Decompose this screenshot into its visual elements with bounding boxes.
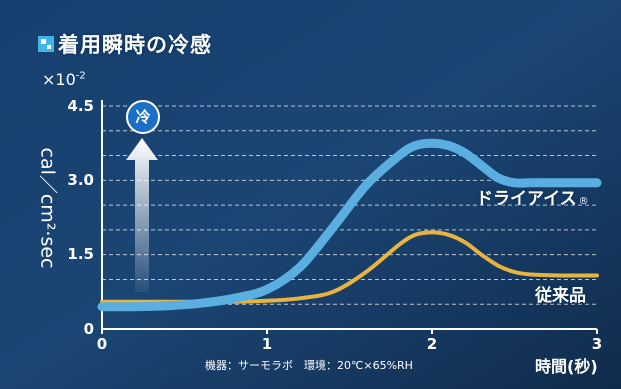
cooling-arrow-icon	[126, 138, 158, 292]
x-axis-label: 時間(秒)	[535, 357, 598, 376]
x-tick-label: 1	[261, 335, 273, 353]
y-tick-label: 3.0	[67, 171, 94, 189]
y-axis-label: cal／cm²·sec	[36, 147, 59, 269]
y-tick-label: 0	[83, 320, 94, 338]
series-name-dry-ice: ドライアイス	[476, 189, 577, 209]
y-multiplier: ×10-2	[42, 70, 86, 89]
legend-label-conventional: 従来品	[535, 286, 586, 306]
y-tick-label: 4.5	[67, 97, 94, 115]
measurement-footnote: 機器：サーモラボ 環境：20℃×65%RH	[205, 359, 413, 372]
series-line-dry-ice	[97, 138, 602, 312]
cold-badge: 冷	[126, 100, 160, 134]
square-mosaic-icon	[38, 36, 54, 52]
chart-title-text: 着用瞬時の冷感	[58, 33, 212, 57]
x-tick-label: 3	[591, 335, 603, 353]
y-multiplier-base: ×10	[42, 70, 76, 89]
x-tick-label: 2	[426, 335, 438, 353]
registered-mark: ®	[578, 196, 589, 207]
x-tick-label: 0	[96, 335, 108, 353]
y-multiplier-exponent: -2	[75, 70, 86, 82]
chart-title: 着用瞬時の冷感	[38, 29, 212, 59]
legend-label-dry-ice: ドライアイス ®	[476, 184, 589, 209]
y-tick-label: 1.5	[67, 245, 94, 263]
